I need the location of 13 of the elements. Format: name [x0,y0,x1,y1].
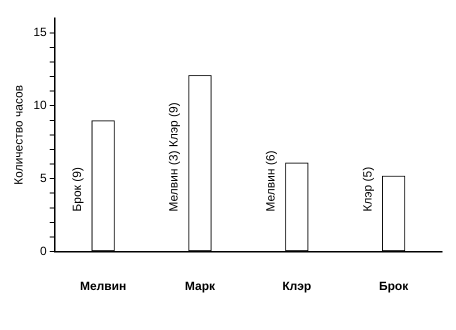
y-tick-label: 5 [40,170,48,185]
x-tick-label: Мелвин [80,279,126,294]
x-tick-label: Клэр [282,279,312,294]
annotation: Брок (9) [70,167,84,212]
annotation: Мелвин (3) Клэр (9) [166,102,181,212]
y-tick-label: 15 [33,25,48,40]
annotation: Мелвин (6) [263,150,278,212]
y-tick-label: 10 [33,98,48,112]
x-tick-label: Брок [378,279,410,294]
y-axis-title: Количество часов [12,84,26,185]
y-tick-label: 0 [40,244,48,258]
x-tick-label: Марк [184,279,216,294]
annotation: Клэр (5) [360,166,374,212]
